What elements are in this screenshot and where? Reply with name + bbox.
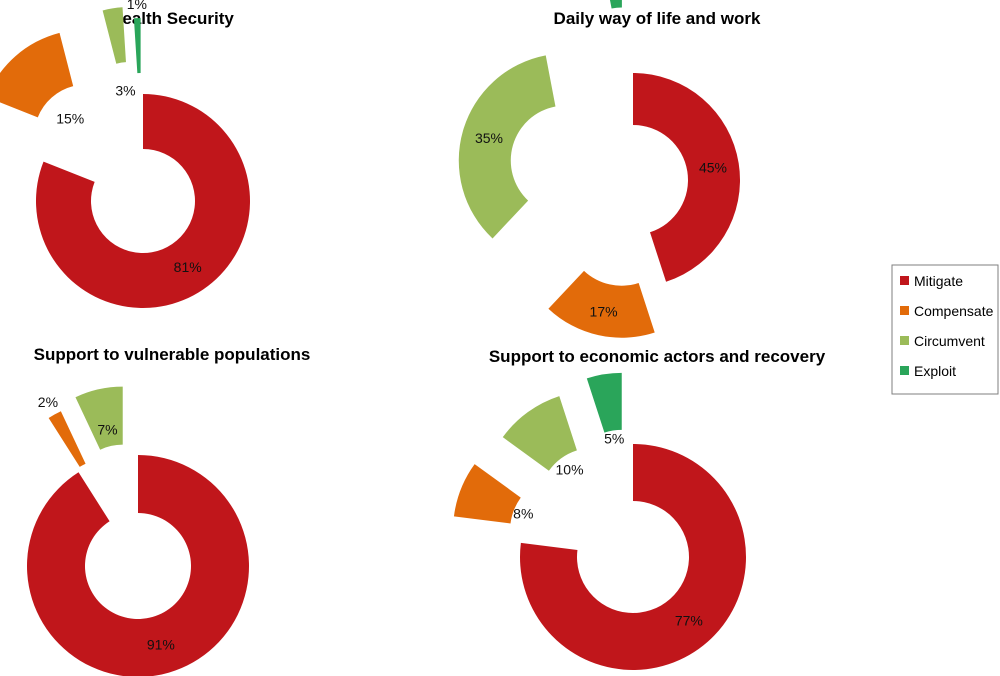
slice-circumvent	[458, 55, 556, 239]
legend-swatch-circumvent	[900, 336, 909, 345]
chart-title-daily-life: Daily way of life and work	[554, 9, 761, 28]
data-label-compensate: 8%	[513, 506, 533, 522]
data-label-compensate: 15%	[56, 110, 84, 126]
slice-exploit	[133, 18, 141, 74]
donut-3: 77% 8% 10% 5%	[453, 372, 747, 671]
legend-label-compensate: Compensate	[914, 303, 994, 319]
data-label-mitigate: 91%	[147, 637, 175, 653]
legend-label-circumvent: Circumvent	[914, 333, 985, 349]
data-label-compensate: 2%	[38, 394, 58, 410]
data-label-circumvent: 7%	[97, 421, 117, 437]
data-label-exploit: 1%	[127, 0, 147, 12]
slice-compensate	[48, 411, 86, 467]
slice-circumvent	[75, 386, 123, 450]
slice-compensate	[0, 32, 74, 118]
data-label-circumvent: 3%	[115, 82, 135, 98]
legend-swatch-mitigate	[900, 276, 909, 285]
legend-swatch-exploit	[900, 366, 909, 375]
donut-1: 45%17%35%3%	[458, 0, 741, 338]
legend-label-exploit: Exploit	[914, 363, 956, 379]
data-label-circumvent: 35%	[475, 130, 503, 146]
slice-mitigate	[35, 94, 251, 309]
slice-compensate	[548, 270, 655, 338]
data-label-circumvent: 10%	[556, 462, 584, 478]
slice-compensate	[453, 464, 521, 524]
legend-box	[891, 264, 999, 395]
data-label-exploit: 5%	[604, 430, 624, 446]
donut-0: 81% 15% 3% 1%	[0, 0, 251, 309]
data-label-mitigate: 45%	[699, 159, 727, 175]
slice-exploit	[586, 372, 622, 433]
slice-mitigate	[27, 455, 249, 676]
data-label-mitigate: 77%	[675, 612, 703, 628]
slice-circumvent	[102, 7, 126, 64]
slice-mitigate	[633, 73, 741, 282]
slice-mitigate	[520, 444, 747, 671]
chart-title-vulnerable-populations: Support to vulnerable populations	[34, 345, 311, 364]
donut-groups: 81% 15% 3% 1% 45% 17% 35% 3% 91% 2% 7% 77% 8% 10% 5%	[0, 0, 747, 676]
data-label-mitigate: 81%	[174, 259, 202, 275]
slice-exploit	[609, 0, 622, 9]
slice-circumvent	[502, 396, 577, 471]
legend-swatch-compensate	[900, 306, 909, 315]
legend: Mitigate Compensate Circumvent Exploit	[891, 264, 999, 395]
donut-2: 91% 2% 7%	[27, 386, 249, 676]
chart-title-economic-actors: Support to economic actors and recovery	[489, 347, 826, 366]
data-label-compensate: 17%	[590, 304, 618, 320]
legend-label-mitigate: Mitigate	[914, 273, 963, 289]
chart-title-health-security: Health Security	[110, 9, 234, 28]
